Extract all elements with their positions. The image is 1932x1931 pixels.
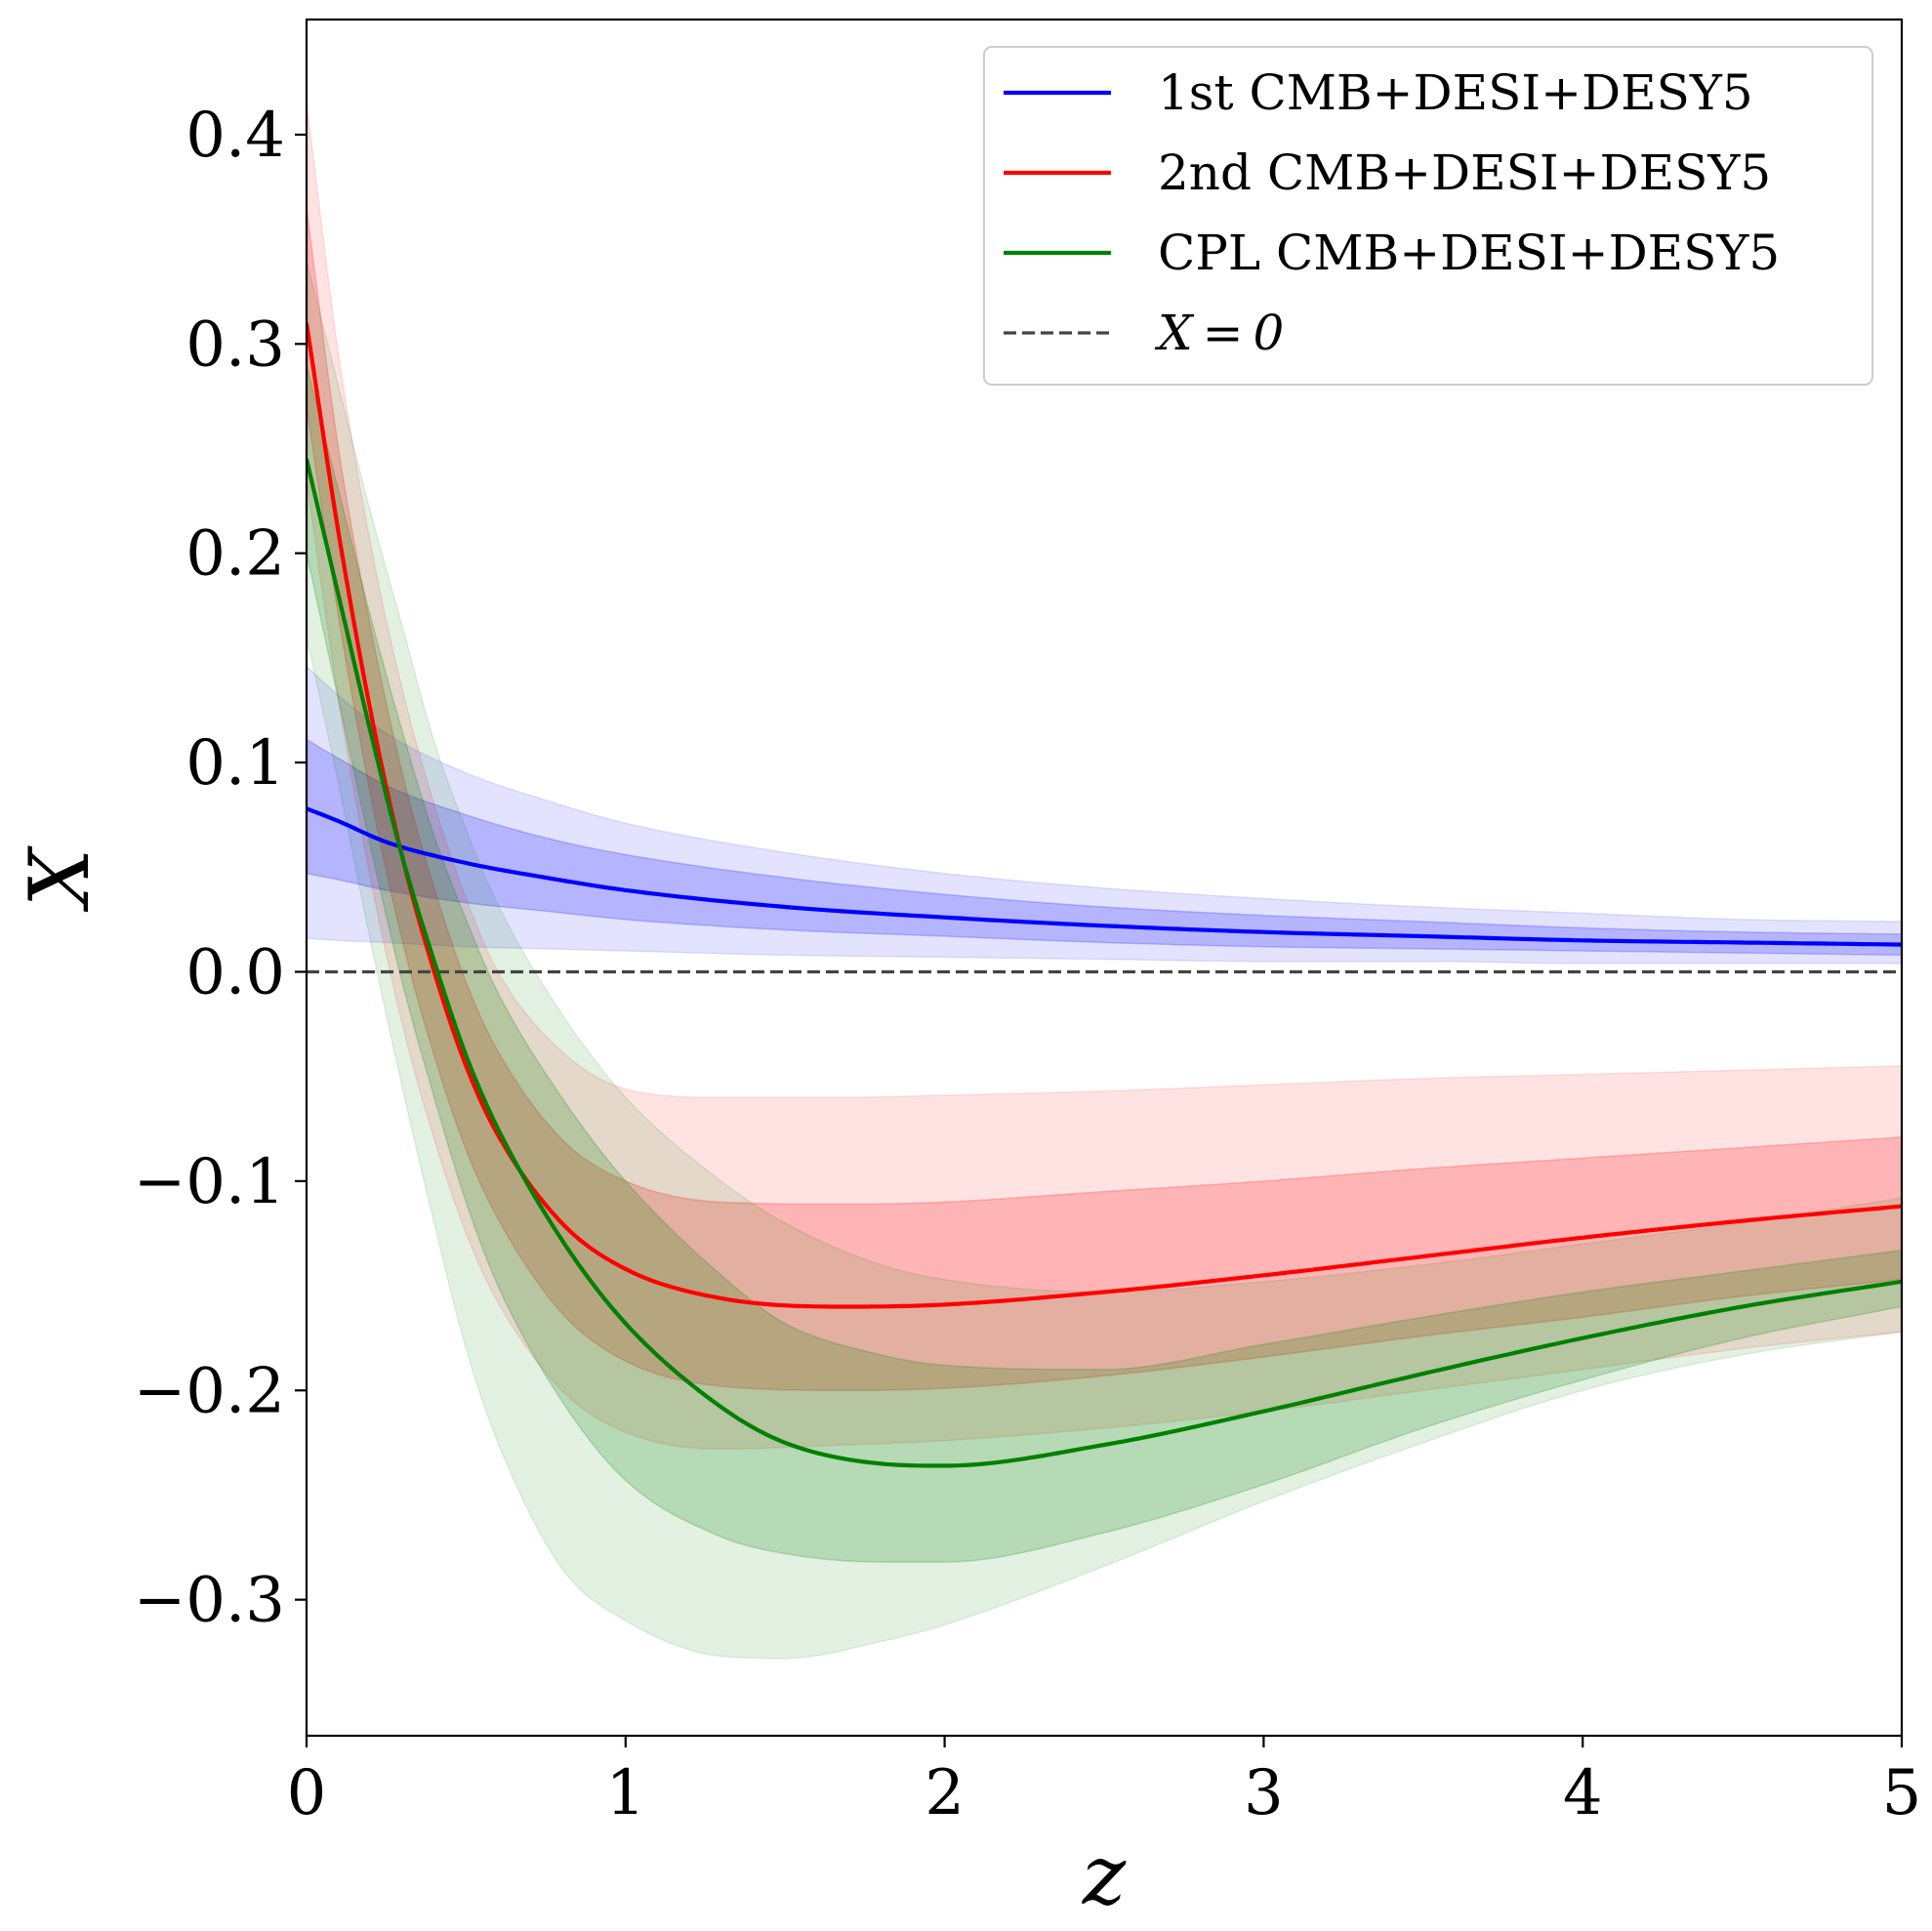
y-tick-label: 0.0 bbox=[185, 936, 285, 1008]
y-tick-label: −0.1 bbox=[134, 1146, 285, 1218]
plot-frame bbox=[305, 18, 1904, 1738]
1st-cmb-desi-desy5-line bbox=[307, 806, 1902, 947]
cpl-cmb-desi-desy5-band1-area bbox=[307, 364, 1902, 1563]
x-tick-label: 5 bbox=[1882, 1757, 1922, 1829]
y-tick-label: 0.2 bbox=[185, 518, 285, 591]
legend-box bbox=[983, 46, 1873, 386]
x-tick-label: 2 bbox=[925, 1757, 965, 1829]
2nd-cmb-desi-desy5-line bbox=[307, 322, 1902, 1309]
x-axis-label: z bbox=[1082, 1828, 1127, 1923]
2nd-cmb-desi-desy5-band2-area bbox=[307, 103, 1902, 1451]
y-tick-label: 0.1 bbox=[185, 727, 285, 800]
y-tick-label: −0.3 bbox=[134, 1565, 285, 1637]
x-tick-label: 4 bbox=[1563, 1757, 1603, 1829]
axes: 0 1 2 3 4 5 −0.3 −0.2 −0.1 0.0 0.1 0.2 0.3 0.4 z X bbox=[12, 18, 1922, 1923]
series-lines bbox=[307, 322, 1902, 1468]
y-axis-label: X bbox=[12, 845, 107, 913]
cpl-cmb-desi-desy5-band2-area bbox=[307, 260, 1902, 1660]
2nd-cmb-desi-desy5-band1-area bbox=[307, 207, 1902, 1392]
y-tick-label: −0.2 bbox=[134, 1355, 285, 1427]
1st-cmb-desi-desy5-band2-area bbox=[307, 665, 1902, 965]
cpl-cmb-desi-desy5-line bbox=[307, 458, 1902, 1468]
x-tick-label: 0 bbox=[287, 1757, 327, 1829]
y-tick-label: 0.3 bbox=[185, 308, 285, 381]
x-tick-label: 3 bbox=[1244, 1757, 1284, 1829]
x-tick-label: 1 bbox=[605, 1757, 645, 1829]
legend-label-2nd-cmb-desi-desy5: 2nd CMB+DESI+DESY5 bbox=[1158, 144, 1771, 201]
legend-label-1st-cmb-desi-desy5: 1st CMB+DESI+DESY5 bbox=[1158, 64, 1753, 121]
legend-label-x-zero: X = 0 bbox=[1154, 305, 1284, 361]
y-tick-label: 0.4 bbox=[185, 100, 285, 172]
legend: 1st CMB+DESI+DESY5 2nd CMB+DESI+DESY5 CPL … bbox=[983, 46, 1873, 386]
legend-label-cpl-cmb-desi-desy5: CPL CMB+DESI+DESY5 bbox=[1158, 225, 1780, 281]
